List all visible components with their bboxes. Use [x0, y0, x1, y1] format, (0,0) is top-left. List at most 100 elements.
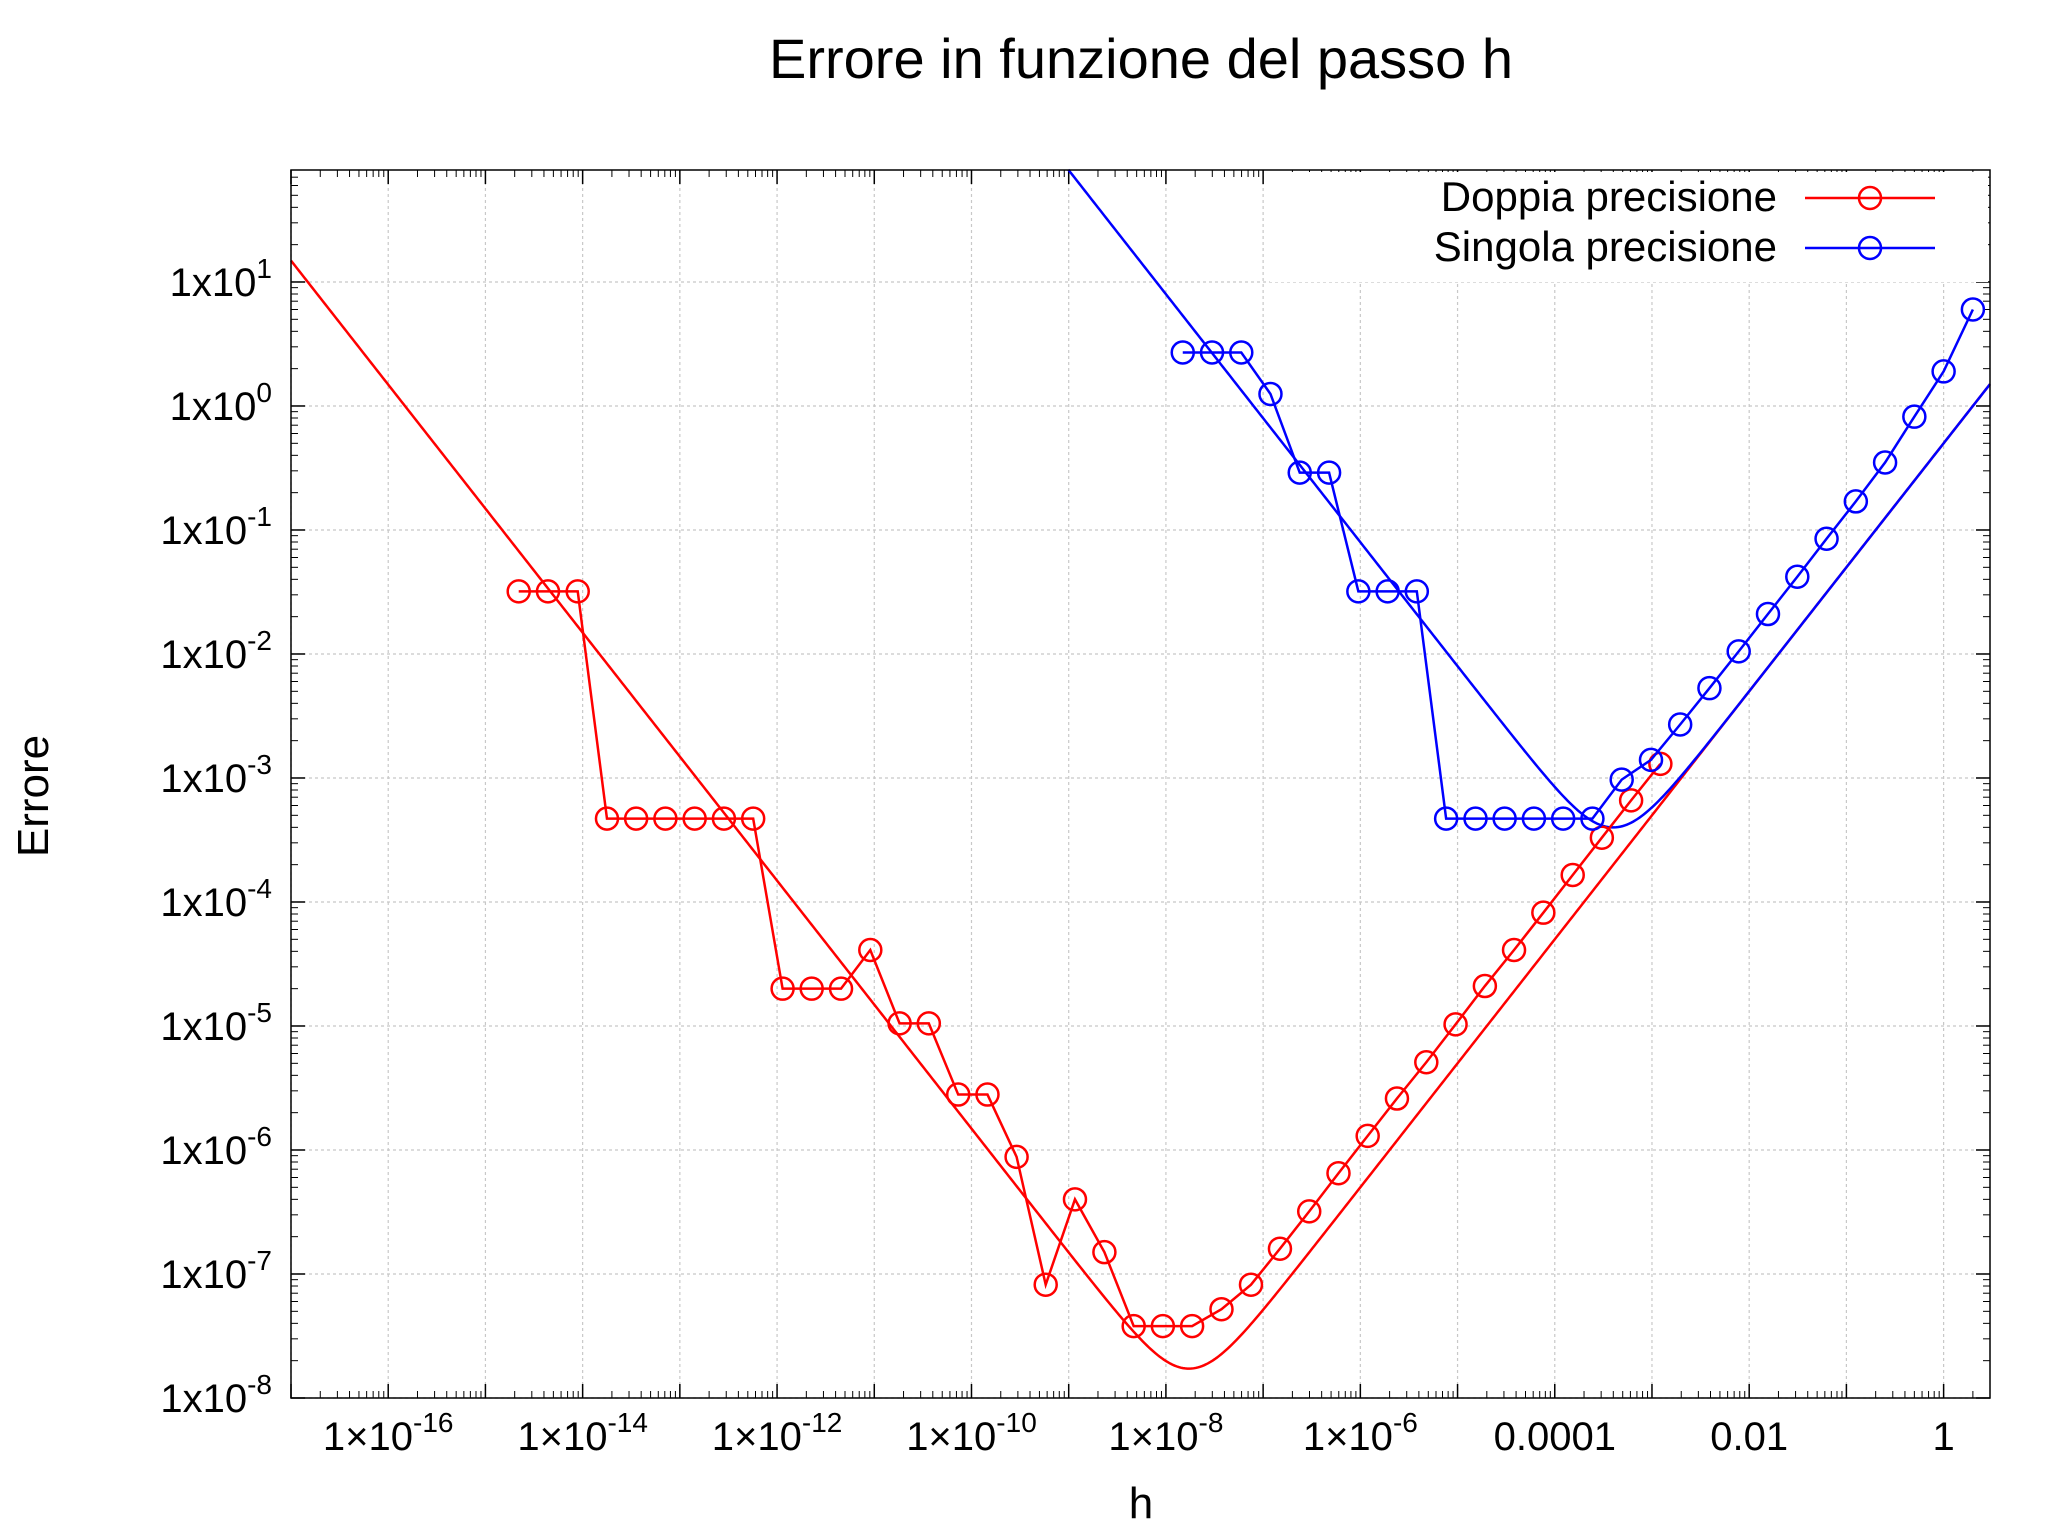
data-point	[1355, 1123, 1380, 1149]
y-tick-label: 1x10-7	[160, 1245, 272, 1297]
y-tick-label: 1x100	[170, 377, 272, 429]
series-group	[506, 579, 1673, 1339]
x-tick-label: 1	[1932, 1415, 1954, 1459]
data-point	[653, 806, 678, 831]
data-point	[1150, 1313, 1176, 1339]
data-point	[1209, 1296, 1234, 1322]
data-point	[828, 976, 854, 1001]
data-point	[1287, 460, 1312, 485]
data-point	[1550, 806, 1576, 831]
y-tick-label: 1x10-5	[160, 997, 272, 1049]
x-tick-label: 1×10-14	[517, 1407, 648, 1459]
x-tick-label: 1×10-8	[1108, 1407, 1223, 1459]
series-layer	[506, 297, 1986, 1339]
data-point	[1521, 806, 1547, 831]
data-point	[1638, 747, 1664, 773]
data-point	[1472, 973, 1498, 999]
x-tick-label: 0.0001	[1494, 1415, 1616, 1459]
x-tick-label: 1×10-12	[712, 1407, 843, 1459]
data-point	[770, 976, 795, 1001]
data-point	[1872, 450, 1898, 475]
x-tick-label: 1×10-10	[906, 1407, 1037, 1459]
data-point	[1580, 806, 1605, 831]
y-tick-label: 1x10-3	[160, 749, 272, 801]
data-point	[682, 806, 707, 831]
data-point	[858, 937, 883, 963]
data-point	[1931, 359, 1956, 384]
y-axis-label: Errore	[9, 735, 58, 857]
data-point	[1238, 1272, 1264, 1297]
data-point	[1404, 579, 1430, 604]
data-point	[565, 579, 590, 604]
tick-labels: 1×10-16 1×10-14 1×10-12 1×10-10 1×10-8 1×10-6…	[160, 253, 1954, 1459]
data-point	[1463, 806, 1488, 831]
data-point	[1004, 1144, 1029, 1170]
data-point	[1296, 1199, 1322, 1224]
y-tick-label: 1x10-4	[160, 873, 272, 925]
data-point	[535, 579, 561, 604]
legend-marker	[1857, 185, 1883, 211]
data-point	[623, 806, 649, 831]
series-line	[518, 590, 1662, 1328]
chart-title: Errore in funzione del passo h	[769, 27, 1513, 90]
data-point	[711, 806, 737, 831]
series-line	[1182, 308, 1975, 820]
data-point	[916, 1011, 942, 1036]
data-point	[1170, 340, 1195, 365]
data-point	[1346, 579, 1371, 604]
y-tick-label: 1x10-6	[160, 1121, 272, 1173]
data-point	[1726, 639, 1751, 664]
data-point	[1062, 1187, 1088, 1212]
data-point	[1033, 1272, 1058, 1297]
data-point	[1814, 526, 1839, 551]
data-point	[1755, 601, 1781, 627]
data-point	[1785, 564, 1810, 589]
grid-layer	[290, 170, 1990, 1399]
data-point	[1414, 1050, 1439, 1075]
x-tick-label: 1×10-16	[323, 1407, 454, 1459]
data-point	[1902, 404, 1927, 429]
data-point	[740, 806, 766, 831]
data-point	[1384, 1086, 1410, 1111]
data-point	[887, 1011, 912, 1036]
y-tick-label: 1x10-1	[160, 501, 272, 553]
data-point	[1609, 767, 1634, 792]
legend-marker	[1857, 235, 1883, 261]
series-group	[1170, 297, 1986, 831]
data-point	[594, 806, 620, 831]
data-point	[1179, 1313, 1205, 1339]
data-point	[1258, 381, 1283, 407]
y-tick-label: 1x101	[170, 253, 272, 305]
data-point	[1199, 340, 1225, 365]
data-point	[1121, 1313, 1146, 1339]
data-point	[975, 1082, 1000, 1107]
x-tick-label: 0.01	[1710, 1415, 1788, 1459]
data-point	[1697, 675, 1722, 701]
theory-curve-line	[1067, 168, 1991, 829]
data-point	[1316, 460, 1342, 485]
data-point	[1267, 1236, 1293, 1261]
data-point	[1092, 1239, 1117, 1265]
data-point	[1618, 788, 1644, 813]
x-tick-label: 1×10-6	[1303, 1407, 1418, 1459]
data-point	[1229, 340, 1254, 365]
data-point	[506, 579, 531, 604]
data-point	[1589, 825, 1615, 850]
data-point	[1667, 712, 1693, 737]
data-point	[1960, 297, 1986, 322]
data-point	[1443, 1012, 1468, 1037]
theory-curves	[290, 168, 1991, 1370]
data-point	[1501, 937, 1527, 963]
data-point	[1433, 806, 1459, 831]
data-point	[1843, 489, 1869, 514]
x-axis-label: h	[1129, 1479, 1153, 1528]
legend-box	[1270, 172, 1988, 282]
legend-label: Singola precisione	[1434, 223, 1777, 270]
y-tick-label: 1x10-2	[160, 625, 272, 677]
data-point	[1492, 806, 1517, 831]
data-point	[1560, 862, 1585, 888]
data-point	[1531, 900, 1556, 925]
legend-label: Doppia precisione	[1441, 173, 1777, 220]
